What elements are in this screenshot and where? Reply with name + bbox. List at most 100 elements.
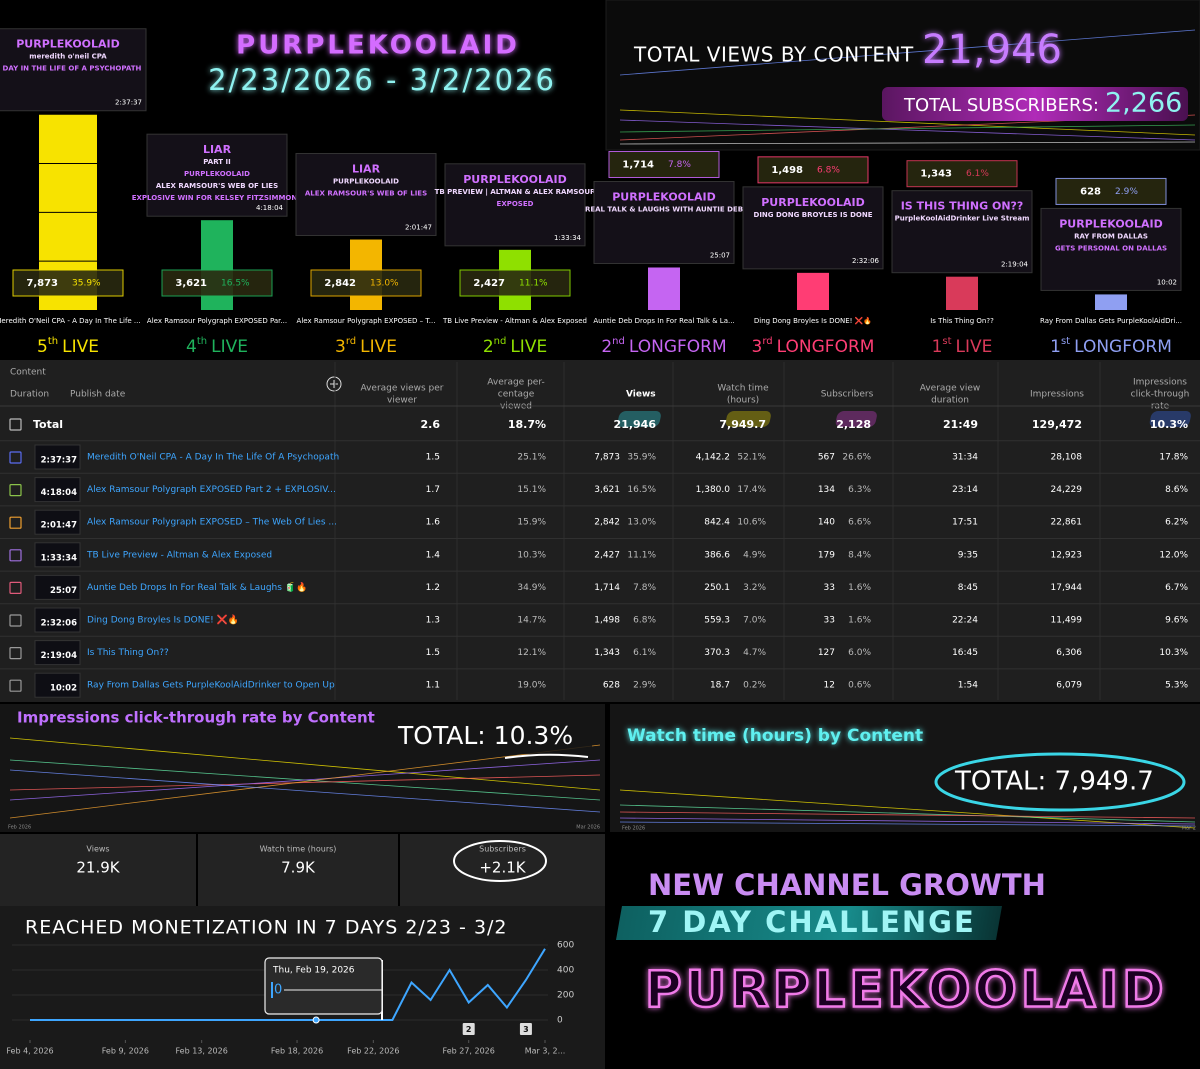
column-header: Publish date: [70, 390, 126, 400]
rank-suffix: st: [1061, 336, 1070, 347]
watch-trend: [619, 804, 1196, 823]
bar-views: 3,621: [175, 278, 207, 289]
name-strip: [0, 313, 142, 328]
event-marker: [519, 1023, 532, 1035]
row-title[interactable]: Meredith O'Neil CPA - A Day In The Life …: [87, 453, 339, 463]
column-header: Impressions: [1030, 390, 1084, 400]
row-title[interactable]: Alex Ramsour Polygraph EXPOSED – The Web…: [87, 518, 337, 528]
column-header: click-through: [1131, 390, 1190, 400]
trend-line: [619, 124, 1196, 133]
cell: 250.1: [704, 583, 730, 593]
highlight: [835, 411, 877, 427]
cell: 6.2%: [1165, 518, 1188, 528]
row-duration: 25:07: [50, 586, 77, 596]
rank-suffix: rd: [762, 336, 772, 347]
tooltip-swatch: [271, 982, 273, 998]
bar-views: 2,427: [473, 278, 505, 289]
cell: 12.1%: [517, 648, 546, 658]
rank-suffix: rd: [346, 336, 356, 347]
total-cell: 21,946: [614, 418, 657, 431]
cell: 35.9%: [627, 453, 656, 463]
stat-card: [0, 834, 196, 906]
row-title[interactable]: Alex Ramsour Polygraph EXPOSED Part 2 + …: [87, 485, 336, 495]
thumbnail: [891, 190, 1033, 274]
card-value: 7.9K: [281, 859, 316, 877]
cell: 6.8%: [633, 616, 656, 626]
tooltip: [264, 957, 383, 1015]
rank-number: 5: [37, 337, 48, 357]
bar-views: 7,873: [26, 278, 58, 289]
thumb-text: ALEX RAMSOUR'S WEB OF LIES: [305, 190, 427, 198]
column-header: (hours): [727, 396, 759, 406]
bar-label-box: [608, 150, 720, 178]
card-label: Subscribers: [479, 845, 526, 854]
thumb-duration: 4:18:04: [256, 204, 284, 212]
event-marker: [462, 1023, 475, 1035]
column-header: Average views per: [360, 384, 443, 394]
circle-highlight: [453, 840, 547, 882]
row-title[interactable]: Ray From Dallas Gets PurpleKoolAidDrinke…: [87, 681, 335, 691]
card-value: +2.1K: [479, 859, 526, 877]
row-title[interactable]: TB Live Preview - Altman & Alex Exposed: [86, 550, 272, 560]
thumb-duration: 2:01:47: [405, 224, 432, 232]
total-cell: 18.7%: [508, 418, 546, 431]
thumb-text: PURPLEKOOLAID: [333, 178, 399, 186]
cell: 1.6%: [848, 616, 871, 626]
thumb-text: REAL TALK & LAUGHS WITH AUNTIE DEB: [585, 205, 743, 213]
row-checkbox[interactable]: [9, 581, 22, 595]
video-name: Ding Dong Broyles Is DONE! ❌🔥: [754, 316, 872, 325]
row-title[interactable]: Auntie Deb Drops In For Real Talk & Laug…: [87, 581, 307, 593]
view-bar: [648, 267, 680, 310]
row-title[interactable]: Ding Dong Broyles Is DONE! ❌🔥: [87, 614, 239, 626]
ctr-trend: [9, 774, 601, 791]
highlight: [725, 411, 771, 427]
row-checkbox[interactable]: [9, 418, 22, 431]
row-thumb: [34, 444, 81, 470]
ctr-total-bg: [392, 720, 592, 754]
thumbnail: [593, 180, 735, 264]
row-checkbox[interactable]: [9, 451, 22, 464]
name-strip: [292, 313, 440, 328]
row-checkbox[interactable]: [9, 484, 22, 497]
stat-card: [400, 834, 605, 906]
row-checkbox[interactable]: [9, 516, 22, 529]
row-checkbox[interactable]: [9, 646, 22, 660]
views-title: TOTAL VIEWS BY CONTENT: [633, 43, 914, 67]
cell: 7.0%: [743, 616, 766, 626]
cell: 1:54: [958, 681, 978, 691]
total-cell: 2.6: [421, 418, 441, 431]
cell: 17:51: [952, 518, 978, 528]
cell: 4.7%: [743, 648, 766, 658]
rank-number: 4: [186, 337, 197, 357]
x-tick-label: Feb 13, 2026: [175, 1047, 227, 1056]
row-checkbox[interactable]: [9, 614, 22, 627]
thumb-text: IS THIS THING ON??: [901, 200, 1024, 213]
row-checkbox[interactable]: [9, 549, 22, 562]
column-header: Impressions: [1133, 378, 1187, 388]
cell: 0.6%: [848, 681, 871, 691]
rank-label: 1st LONGFORM: [1050, 336, 1172, 357]
bar-views: 1,498: [771, 165, 803, 176]
cell: 22,861: [1051, 518, 1083, 528]
thumb-text: PURPLEKOOLAID: [761, 196, 865, 209]
rank-suffix: nd: [612, 336, 625, 347]
x-tick-label: Feb 9, 2026: [102, 1047, 149, 1056]
row-checkbox[interactable]: [9, 679, 22, 692]
cell: 6.1%: [633, 648, 656, 658]
total-cell: 7,949.7: [719, 418, 766, 431]
x-tick-label: Feb 27, 2026: [443, 1047, 495, 1056]
cell: 3,621: [594, 485, 620, 495]
row-duration: 1:33:34: [41, 553, 77, 563]
thumb-text: EXPLOSIVE WIN FOR KELSEY FITZSIMMONS: [132, 194, 303, 202]
thumb-duration: 10:02: [1157, 278, 1177, 286]
thumb-duration: 2:19:04: [1001, 261, 1029, 269]
cell: 28,108: [1051, 453, 1083, 463]
add-column[interactable]: [326, 376, 342, 392]
cell: 1.5: [426, 648, 440, 658]
row-title[interactable]: Is This Thing On??: [87, 648, 169, 658]
growth-brand: PURPLEKOOLAID: [645, 961, 1168, 1019]
highlight: [617, 411, 661, 427]
card-label: Watch time (hours): [260, 845, 337, 854]
watch-trend: [619, 789, 1196, 829]
cell: 1,714: [594, 583, 620, 593]
